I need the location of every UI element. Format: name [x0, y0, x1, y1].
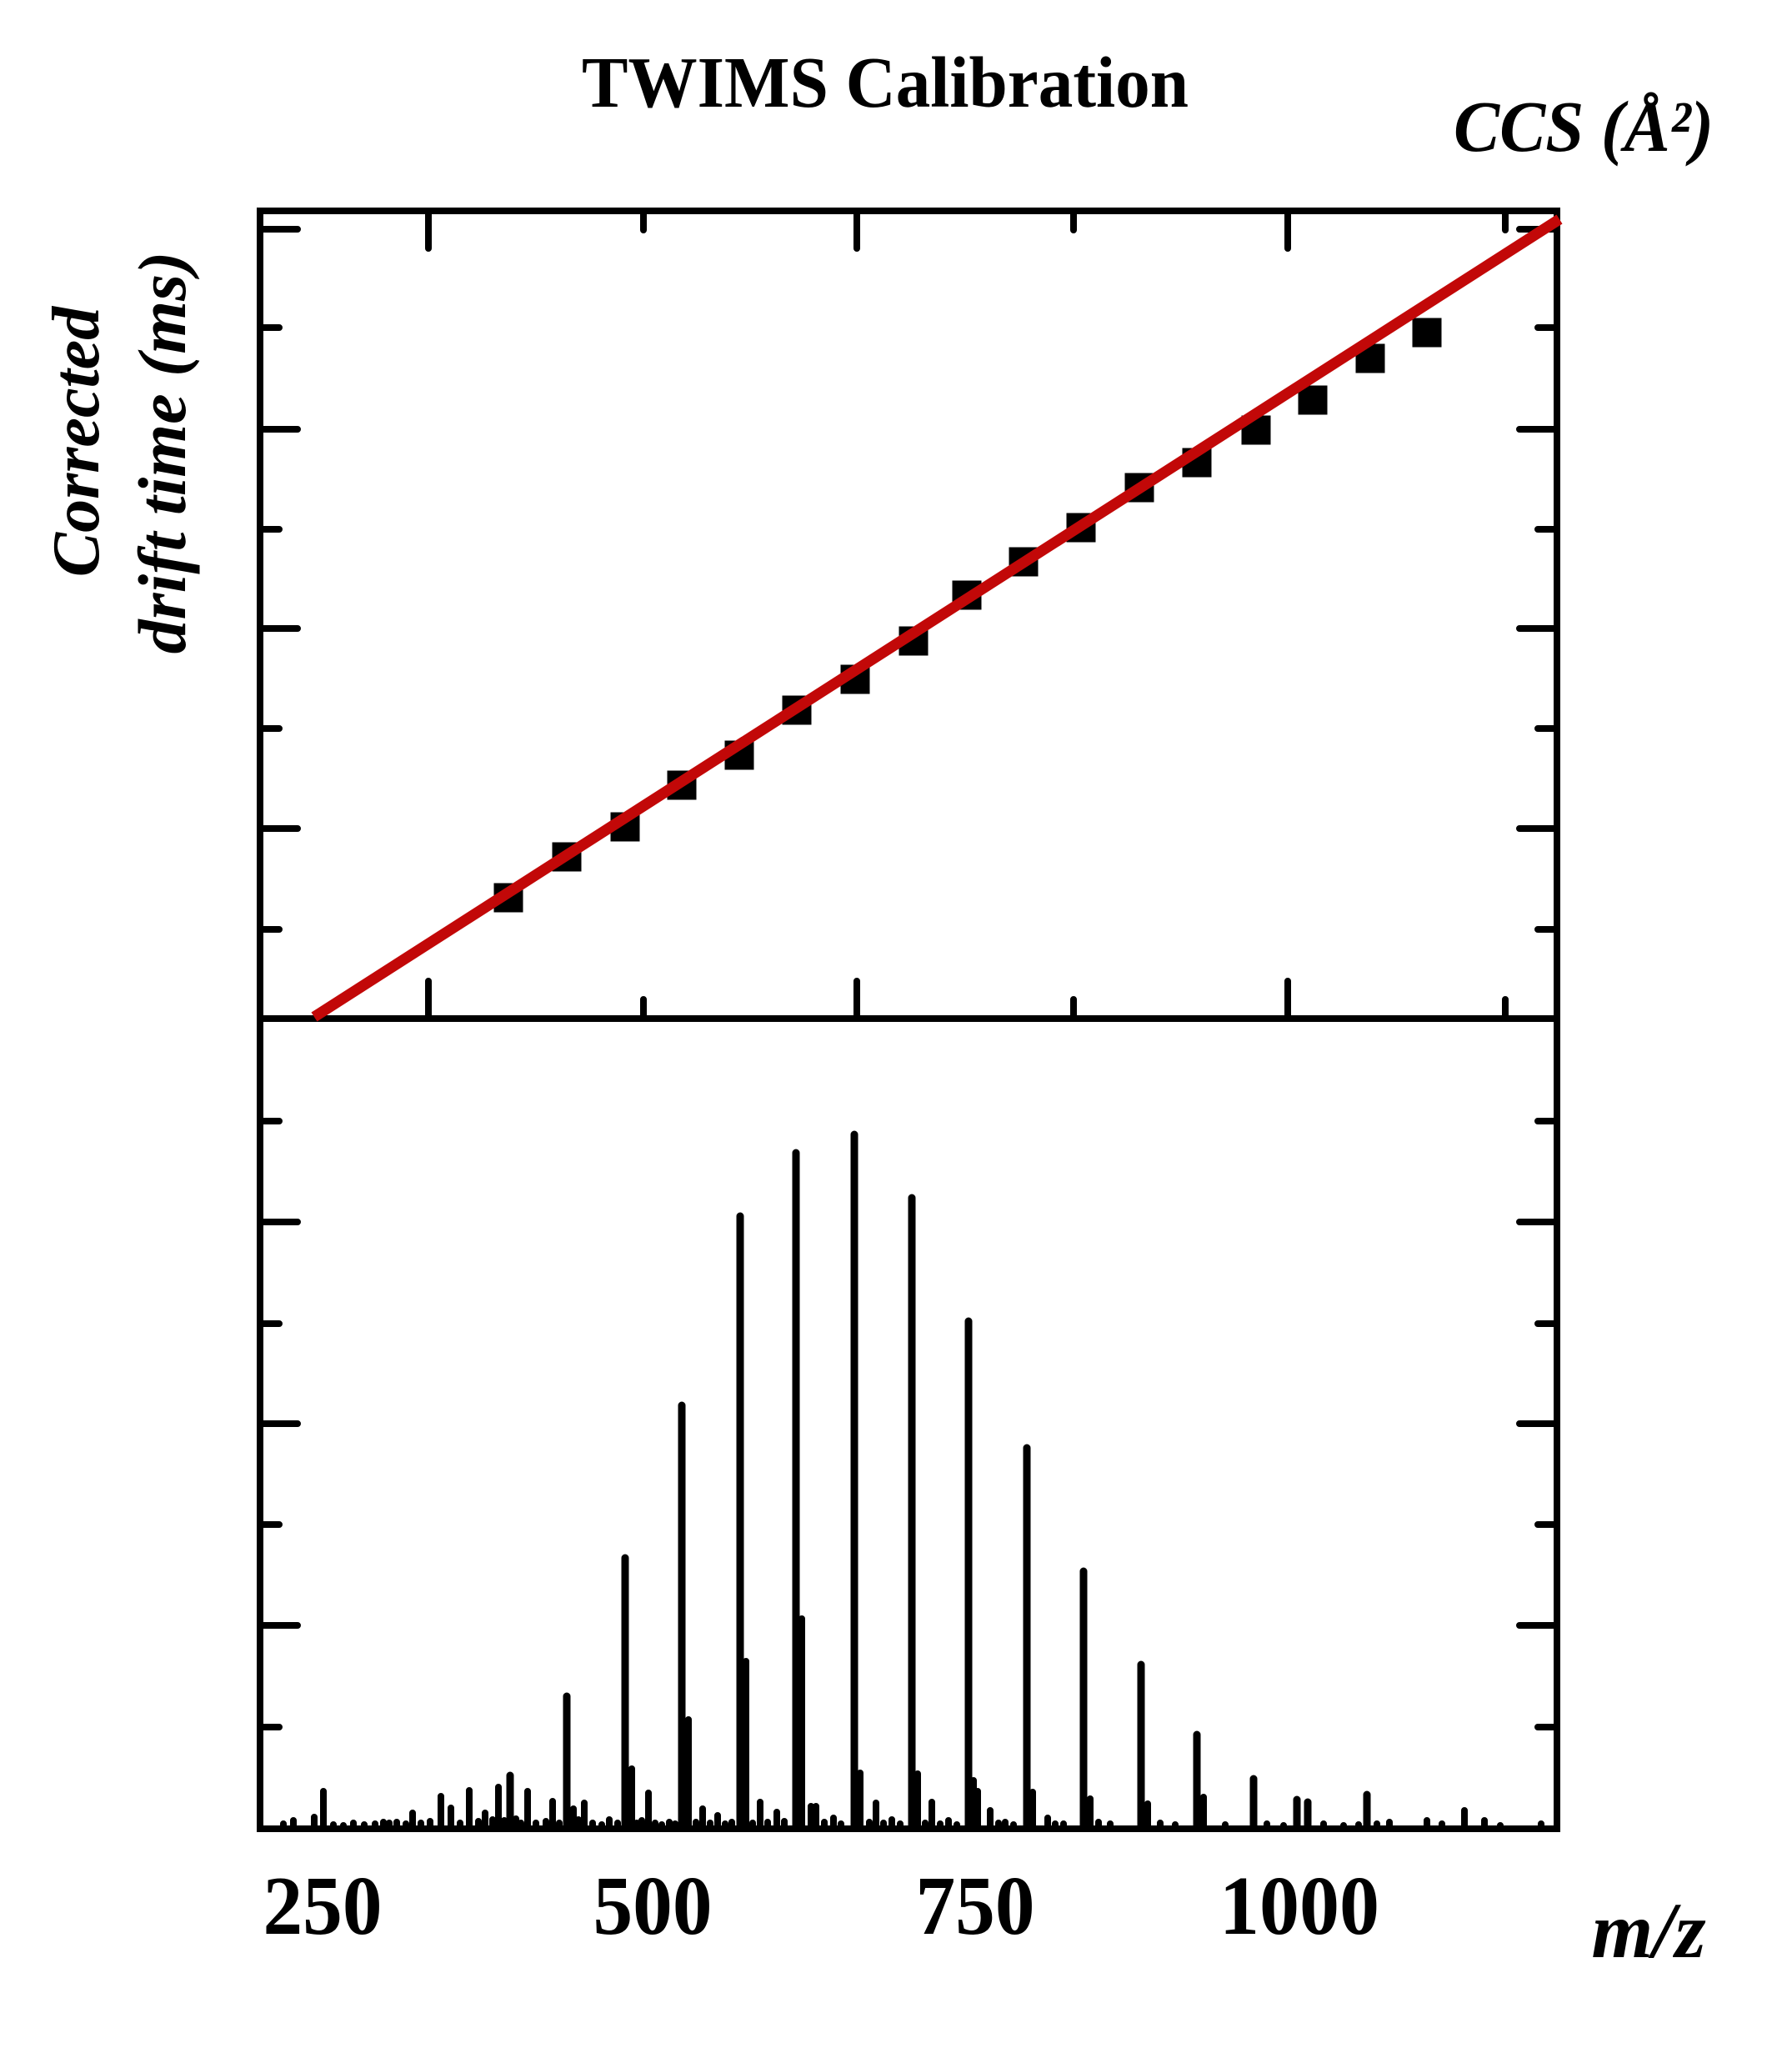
svg-text:500: 500: [593, 1859, 713, 1952]
svg-text:TWIMS Calibration: TWIMS Calibration: [582, 42, 1189, 123]
svg-text:Corrected: Corrected: [40, 306, 113, 577]
svg-text:250: 250: [263, 1859, 383, 1952]
svg-text:1000: 1000: [1219, 1859, 1379, 1952]
svg-text:m/z: m/z: [1591, 1886, 1705, 1975]
svg-text:drift time (ms): drift time (ms): [124, 252, 200, 654]
svg-text:750: 750: [916, 1859, 1035, 1952]
svg-text:CCS (Å²): CCS (Å²): [1454, 86, 1714, 167]
